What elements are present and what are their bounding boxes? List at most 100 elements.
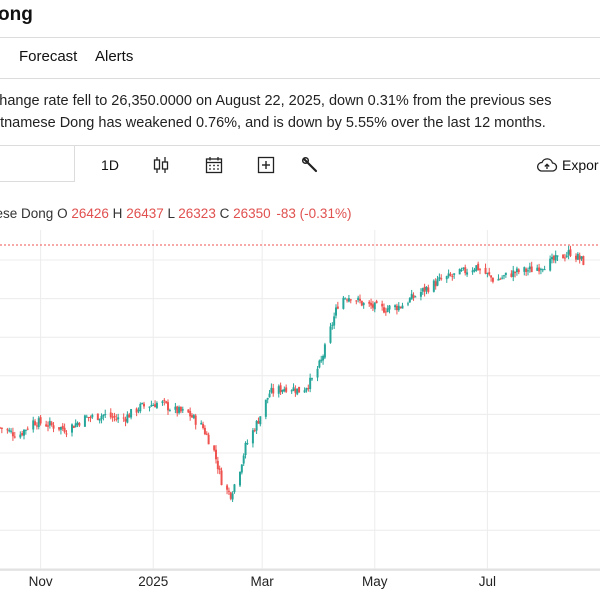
candle-body	[39, 417, 42, 424]
candle-body	[407, 303, 409, 305]
plus-box-icon	[257, 156, 275, 174]
candle-body	[296, 388, 299, 395]
ohlc-close-label: C	[219, 206, 230, 221]
candle-body	[451, 275, 454, 277]
candle-body	[141, 402, 144, 404]
ohlc-high-label: H	[112, 206, 123, 221]
candle-body	[48, 420, 51, 426]
candle-body	[220, 470, 223, 486]
candle-body	[181, 409, 184, 411]
candle-body	[174, 406, 177, 410]
ohlc-open-label: O	[57, 206, 68, 221]
candle-body	[371, 304, 374, 308]
candle-body	[445, 276, 448, 280]
tab-alerts[interactable]: Alerts	[95, 48, 134, 65]
candle-body	[85, 416, 88, 418]
wrench-icon	[301, 156, 318, 173]
symbol-search-box[interactable]	[0, 145, 75, 182]
candle-body	[233, 484, 236, 493]
export-button[interactable]: Expor	[536, 154, 600, 176]
candle-body	[449, 274, 452, 276]
candle-body	[165, 401, 168, 403]
chart-grid	[0, 230, 600, 571]
candle-body	[497, 278, 500, 281]
toolbar-top-divider	[0, 145, 600, 146]
x-tick-label: 2025	[138, 574, 168, 589]
candle-body	[556, 255, 559, 257]
candle-body	[316, 368, 319, 378]
candle-body	[462, 267, 465, 270]
settings-button[interactable]	[299, 154, 321, 176]
candle-body	[473, 269, 476, 272]
candle-body	[290, 390, 293, 392]
candle-body	[259, 416, 262, 425]
candle-body	[410, 293, 413, 300]
candle-body	[368, 301, 371, 304]
compare-button[interactable]	[255, 154, 277, 176]
candle-body	[373, 302, 376, 310]
candle-body	[362, 303, 365, 306]
candle-body	[61, 425, 64, 429]
candle-body	[168, 410, 171, 412]
candle-body	[143, 403, 145, 407]
candle-body	[421, 288, 424, 292]
candle-body	[72, 425, 75, 428]
ohlc-change-value: -83 (-0.31%)	[276, 206, 352, 221]
candle-body	[530, 266, 533, 273]
candle-body	[215, 449, 217, 460]
candle-body	[242, 455, 245, 464]
candle-body	[425, 286, 428, 291]
candle-body	[549, 258, 552, 271]
candle-body	[202, 423, 205, 429]
candle-body	[216, 460, 219, 470]
candle-body	[551, 257, 553, 260]
candle-body	[187, 409, 190, 413]
candle-body	[397, 305, 400, 311]
candle-body	[563, 257, 566, 259]
candle-body	[126, 414, 129, 423]
candle-body	[155, 402, 158, 408]
cloud-upload-icon	[536, 158, 558, 172]
candle-body	[253, 430, 256, 432]
ohlc-legend: nese Dong O 26426 H 26437 L 26323 C 2635…	[0, 206, 351, 221]
candle-body	[277, 386, 280, 394]
candle-body	[58, 427, 61, 430]
candle-body	[117, 417, 120, 420]
candle-body	[298, 386, 301, 393]
candle-body	[346, 299, 349, 301]
candle-body	[150, 404, 153, 407]
candle-body	[565, 255, 568, 257]
candle-body	[71, 424, 73, 433]
candles	[0, 245, 585, 503]
candle-body	[408, 298, 411, 303]
candle-body	[491, 278, 494, 282]
header-divider	[0, 37, 600, 38]
candle-body	[255, 420, 258, 431]
candle-body	[37, 418, 40, 427]
tab-forecast[interactable]: Forecast	[19, 48, 78, 65]
candle-body	[486, 272, 489, 274]
chart-type-button[interactable]	[150, 154, 172, 176]
candle-body	[26, 428, 29, 430]
candle-body	[218, 468, 221, 470]
candle-body	[179, 406, 182, 412]
candle-body	[91, 414, 94, 418]
date-range-button[interactable]	[203, 154, 225, 176]
candle-body	[19, 434, 22, 438]
interval-button[interactable]: 1D	[101, 157, 119, 173]
candle-body	[0, 427, 3, 430]
candle-body	[135, 408, 138, 413]
candle-body	[11, 432, 14, 437]
candle-body	[514, 271, 517, 274]
candle-body	[139, 403, 142, 412]
candle-body	[152, 404, 155, 406]
candle-body	[501, 277, 504, 279]
candle-body	[34, 421, 37, 426]
candle-body	[543, 269, 546, 271]
candle-body	[490, 275, 493, 278]
candle-body	[475, 265, 478, 271]
candle-body	[335, 307, 337, 316]
candle-body	[285, 387, 288, 392]
candle-body	[76, 422, 79, 425]
